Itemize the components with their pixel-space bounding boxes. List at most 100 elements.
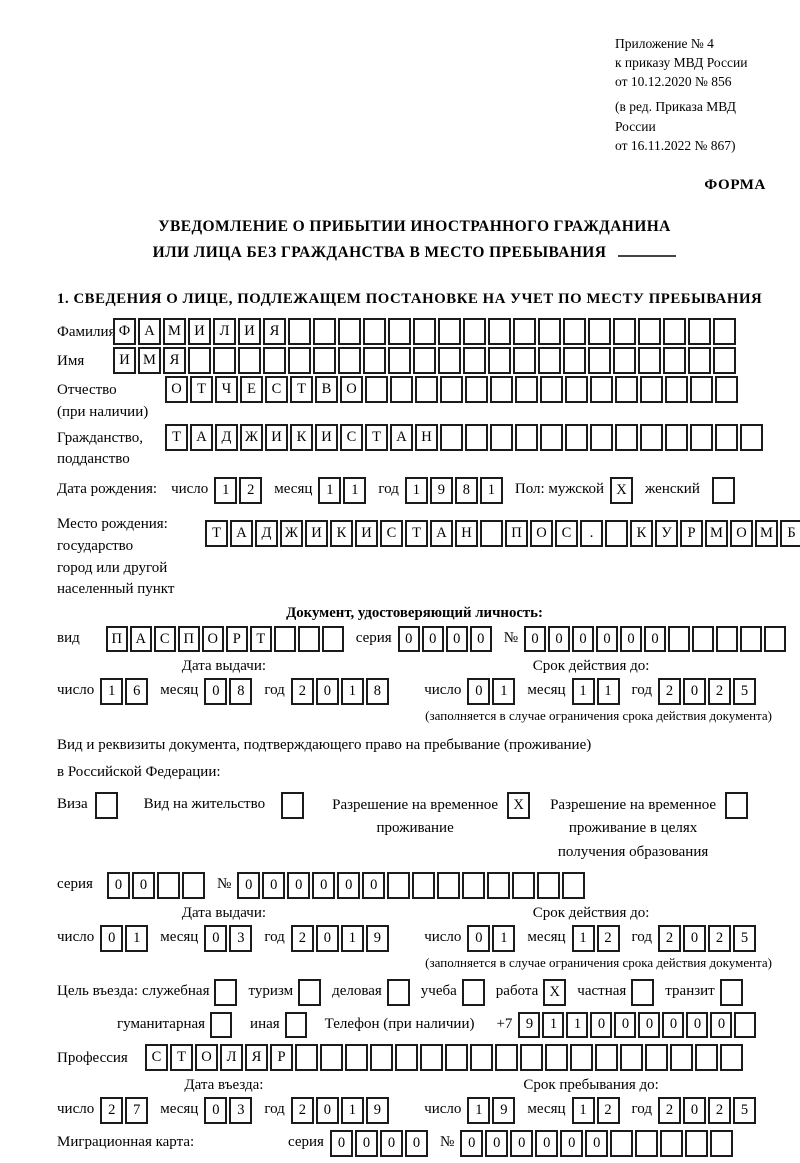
char-box[interactable]: А [230, 520, 253, 548]
char-box[interactable]: 1 [100, 678, 124, 706]
char-box[interactable] [613, 318, 636, 346]
char-box[interactable] [538, 347, 561, 375]
char-box[interactable] [487, 871, 511, 899]
char-box[interactable]: О [340, 376, 363, 404]
char-box[interactable] [590, 376, 613, 404]
char-box[interactable] [740, 626, 762, 653]
char-box[interactable] [313, 318, 336, 346]
char-box[interactable]: С [145, 1043, 168, 1071]
char-box[interactable]: И [188, 318, 211, 346]
char-box[interactable]: 9 [429, 477, 453, 505]
char-box[interactable] [638, 318, 661, 346]
char-box[interactable] [297, 626, 320, 653]
checkbox-other[interactable] [284, 1011, 307, 1038]
char-box[interactable] [395, 1043, 418, 1071]
char-box[interactable]: Т [405, 520, 428, 548]
char-box[interactable]: Т [290, 376, 313, 404]
char-box[interactable] [363, 347, 386, 375]
char-box[interactable]: Ж [240, 423, 263, 451]
char-box[interactable]: 0 [362, 871, 386, 899]
char-box[interactable] [515, 423, 538, 451]
char-box[interactable] [412, 871, 436, 899]
char-box[interactable]: 0 [312, 871, 336, 899]
char-box[interactable]: М [705, 520, 728, 548]
char-box[interactable]: В [315, 376, 338, 404]
char-box[interactable]: 0 [204, 924, 228, 952]
char-box[interactable]: 1 [492, 924, 516, 952]
char-box[interactable]: 0 [683, 924, 706, 952]
char-box[interactable] [638, 347, 661, 375]
char-box[interactable]: 0 [262, 871, 286, 899]
char-box[interactable] [565, 376, 588, 404]
char-box[interactable] [565, 423, 588, 451]
char-box[interactable]: 1 [340, 678, 364, 706]
char-box[interactable]: 0 [572, 626, 594, 653]
char-box[interactable]: 2 [708, 924, 731, 952]
char-box[interactable] [665, 423, 688, 451]
char-box[interactable]: 0 [548, 626, 570, 653]
char-box[interactable]: 0 [315, 924, 339, 952]
char-box[interactable]: 0 [510, 1129, 534, 1157]
char-box[interactable] [488, 318, 511, 346]
char-box[interactable]: Р [680, 520, 703, 548]
char-box[interactable]: 1 [566, 1011, 589, 1038]
char-box[interactable] [440, 376, 463, 404]
char-box[interactable] [734, 1011, 757, 1038]
char-box[interactable]: 8 [365, 678, 389, 706]
char-box[interactable]: Я [163, 347, 186, 375]
char-box[interactable]: 0 [560, 1129, 584, 1157]
char-box[interactable]: С [153, 626, 176, 653]
char-box[interactable] [490, 376, 513, 404]
char-box[interactable]: Е [240, 376, 263, 404]
char-box[interactable]: Л [213, 318, 236, 346]
char-box[interactable] [613, 347, 636, 375]
char-box[interactable]: О [530, 520, 553, 548]
char-box[interactable]: 0 [397, 626, 420, 653]
char-box[interactable]: 0 [585, 1129, 609, 1157]
char-box[interactable]: М [755, 520, 778, 548]
char-box[interactable] [363, 318, 386, 346]
char-box[interactable]: Л [220, 1043, 243, 1071]
char-box[interactable] [562, 871, 586, 899]
char-box[interactable]: У [655, 520, 678, 548]
char-box[interactable]: 0 [329, 1129, 353, 1157]
char-box[interactable]: И [265, 423, 288, 451]
char-box[interactable]: А [190, 423, 213, 451]
char-box[interactable]: 9 [365, 924, 389, 952]
char-box[interactable] [463, 318, 486, 346]
char-box[interactable]: 9 [365, 1096, 389, 1124]
char-box[interactable]: 0 [315, 1096, 339, 1124]
char-box[interactable]: 0 [315, 678, 339, 706]
checkbox-temp-permit[interactable]: X [507, 792, 531, 820]
char-box[interactable]: 0 [421, 626, 444, 653]
checkbox-study[interactable] [461, 978, 485, 1006]
char-box[interactable] [445, 1043, 468, 1071]
char-box[interactable]: 2 [596, 924, 620, 952]
char-box[interactable]: 3 [229, 924, 253, 952]
char-box[interactable] [273, 626, 296, 653]
char-box[interactable]: 3 [229, 1096, 253, 1124]
char-box[interactable]: 0 [337, 871, 361, 899]
char-box[interactable]: 0 [683, 1096, 706, 1124]
char-box[interactable] [181, 871, 205, 899]
char-box[interactable]: И [113, 347, 136, 375]
char-box[interactable] [465, 423, 488, 451]
checkbox-tourism[interactable] [298, 978, 322, 1006]
char-box[interactable]: 0 [404, 1129, 428, 1157]
char-box[interactable]: 1 [214, 477, 238, 505]
char-box[interactable] [715, 423, 738, 451]
char-box[interactable]: 0 [131, 871, 155, 899]
char-box[interactable]: Т [165, 423, 188, 451]
char-box[interactable]: 8 [454, 477, 478, 505]
char-box[interactable] [570, 1043, 593, 1071]
char-box[interactable] [692, 626, 714, 653]
char-box[interactable] [690, 376, 713, 404]
char-box[interactable]: 1 [343, 477, 367, 505]
char-box[interactable] [588, 347, 611, 375]
char-box[interactable]: И [355, 520, 378, 548]
char-box[interactable]: Н [415, 423, 438, 451]
char-box[interactable]: С [555, 520, 578, 548]
char-box[interactable]: 2 [658, 924, 681, 952]
char-box[interactable]: 0 [535, 1129, 559, 1157]
char-box[interactable]: 1 [467, 1096, 491, 1124]
